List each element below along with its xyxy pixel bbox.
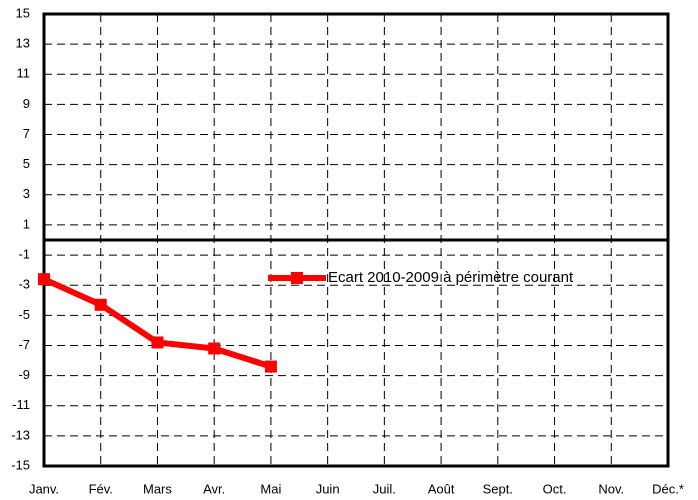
point-marker <box>151 336 164 349</box>
point-marker <box>208 342 221 355</box>
y-tick-label: 5 <box>23 156 30 171</box>
x-tick-label: Janv. <box>29 481 59 496</box>
x-tick-label: Fév. <box>89 481 113 496</box>
point-marker <box>38 273 50 286</box>
y-tick-label: -13 <box>11 427 30 442</box>
y-tick-label: 7 <box>23 126 30 141</box>
x-tick-label: Juil. <box>373 481 396 496</box>
y-tick-label: -15 <box>11 457 30 472</box>
x-tick-label: Oct. <box>543 481 567 496</box>
x-tick-label: Sept. <box>483 481 513 496</box>
x-tick-label: Août <box>428 481 455 496</box>
y-tick-label: -3 <box>18 277 30 292</box>
legend-label: Ecart 2010-2009 à périmètre courant <box>328 269 574 286</box>
y-tick-label: 11 <box>17 66 31 81</box>
point-marker <box>94 298 107 311</box>
y-tick-label: -7 <box>18 337 30 352</box>
y-tick-label: 15 <box>16 5 30 20</box>
x-tick-label: Juin <box>316 481 340 496</box>
x-tick-label: Mars <box>143 481 172 496</box>
plot-frame <box>42 12 670 468</box>
y-tick-label: -5 <box>18 307 30 322</box>
legend-marker <box>291 272 303 284</box>
x-tick-label: Nov. <box>598 481 624 496</box>
y-tick-label: -11 <box>12 397 30 412</box>
point-marker <box>264 360 277 373</box>
y-tick-label: 3 <box>23 186 30 201</box>
x-tick-label: Avr. <box>203 481 225 496</box>
y-tick-label: -1 <box>18 247 30 262</box>
y-tick-label: 1 <box>23 216 30 231</box>
x-tick-label: Mai <box>260 481 281 496</box>
y-tick-label: 13 <box>16 36 30 51</box>
y-tick-label: 9 <box>23 96 30 111</box>
y-tick-label: -9 <box>18 367 30 382</box>
x-tick-label: Déc.* <box>652 481 684 496</box>
